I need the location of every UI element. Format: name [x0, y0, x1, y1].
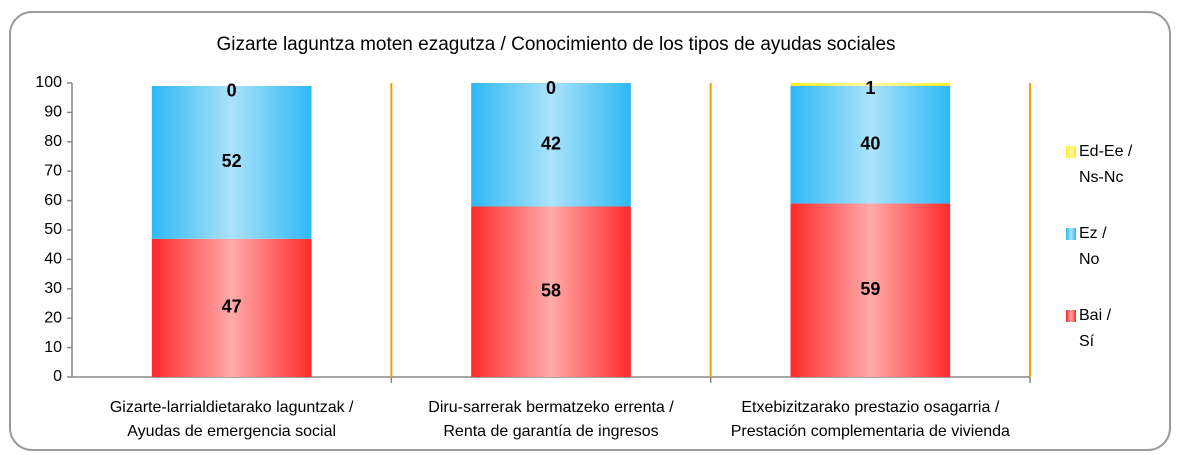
legend-label: No — [1079, 251, 1100, 268]
bar-segment — [790, 83, 951, 86]
y-tick-label: 0 — [53, 368, 62, 385]
data-label: 40 — [860, 133, 880, 153]
x-tick-label: Renta de garantía de ingresos — [443, 423, 658, 440]
legend-label: Ez / — [1079, 225, 1107, 242]
y-tick-label: 30 — [44, 280, 62, 297]
y-tick-label: 70 — [44, 162, 62, 179]
bar-segment — [471, 83, 631, 207]
data-label: 52 — [222, 151, 242, 171]
legend-label: Ed-Ee / — [1079, 143, 1133, 160]
legend-swatch — [1066, 310, 1076, 322]
bar-segment — [471, 206, 631, 377]
x-tick-label: Gizarte-larrialdietarako laguntzak / — [110, 399, 354, 416]
x-tick-label: Etxebizitzarako prestazio osagarria / — [741, 399, 999, 416]
bar-segment — [790, 203, 951, 377]
data-label: 1 — [865, 78, 875, 98]
y-tick-label: 10 — [44, 339, 62, 356]
chart-title: Gizarte laguntza moten ezagutza / Conoci… — [216, 34, 895, 55]
data-label: 0 — [546, 78, 556, 98]
bar-segment — [151, 85, 312, 239]
data-label: 59 — [860, 279, 880, 299]
y-tick-label: 100 — [35, 74, 62, 91]
y-tick-label: 60 — [44, 192, 62, 209]
data-label: 0 — [227, 81, 237, 101]
legend-swatch — [1066, 228, 1076, 240]
y-tick-label: 50 — [44, 221, 62, 238]
legend-label: Sí — [1079, 333, 1095, 350]
x-tick-label: Ayudas de emergencia social — [127, 423, 336, 440]
y-tick-label: 90 — [44, 104, 62, 121]
x-tick-label: Diru-sarrerak bermatzeko errenta / — [428, 399, 674, 416]
data-label: 47 — [222, 297, 242, 317]
y-tick-label: 80 — [44, 133, 62, 150]
data-label: 42 — [541, 133, 561, 153]
x-tick-label: Prestación complementaria de vivienda — [731, 423, 1010, 440]
y-tick-label: 20 — [44, 309, 62, 326]
bar-segment — [790, 85, 951, 204]
bar-segment — [151, 238, 312, 377]
legend-label: Bai / — [1079, 307, 1112, 324]
legend-swatch — [1066, 146, 1076, 158]
data-label: 58 — [541, 280, 561, 300]
legend-label: Ns-Nc — [1079, 169, 1123, 186]
y-tick-label: 40 — [44, 251, 62, 268]
